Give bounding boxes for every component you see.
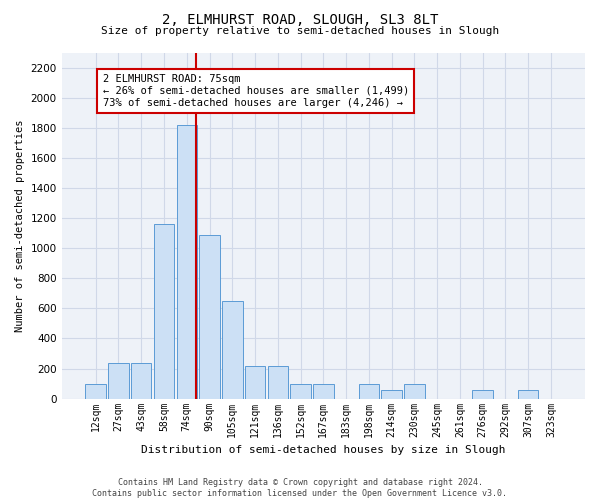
Bar <box>85 384 106 398</box>
Text: Size of property relative to semi-detached houses in Slough: Size of property relative to semi-detach… <box>101 26 499 36</box>
X-axis label: Distribution of semi-detached houses by size in Slough: Distribution of semi-detached houses by … <box>141 445 506 455</box>
Bar <box>222 301 242 398</box>
Bar <box>108 362 129 398</box>
Bar <box>382 390 402 398</box>
Text: 2, ELMHURST ROAD, SLOUGH, SL3 8LT: 2, ELMHURST ROAD, SLOUGH, SL3 8LT <box>162 12 438 26</box>
Y-axis label: Number of semi-detached properties: Number of semi-detached properties <box>15 120 25 332</box>
Bar <box>199 234 220 398</box>
Bar <box>154 224 174 398</box>
Bar <box>176 124 197 398</box>
Bar <box>404 384 425 398</box>
Text: 2 ELMHURST ROAD: 75sqm
← 26% of semi-detached houses are smaller (1,499)
73% of : 2 ELMHURST ROAD: 75sqm ← 26% of semi-det… <box>103 74 409 108</box>
Bar <box>359 384 379 398</box>
Bar <box>313 384 334 398</box>
Text: Contains HM Land Registry data © Crown copyright and database right 2024.
Contai: Contains HM Land Registry data © Crown c… <box>92 478 508 498</box>
Bar <box>245 366 265 398</box>
Bar <box>290 384 311 398</box>
Bar <box>131 362 151 398</box>
Bar <box>518 390 538 398</box>
Bar <box>472 390 493 398</box>
Bar <box>268 366 288 398</box>
